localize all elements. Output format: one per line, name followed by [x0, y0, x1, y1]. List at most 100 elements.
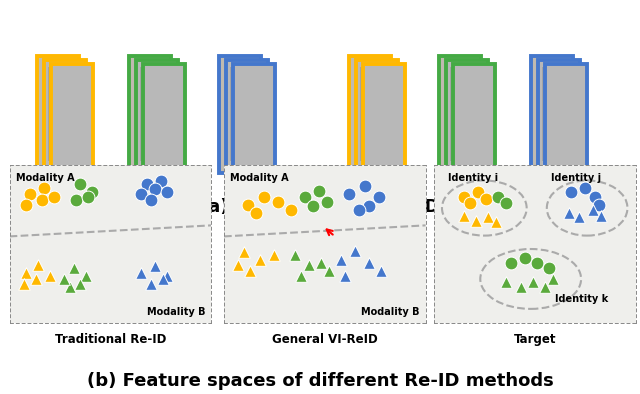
Point	[520, 255, 530, 262]
Point	[83, 194, 93, 200]
Point	[548, 276, 558, 282]
Point	[150, 186, 160, 192]
Point	[87, 189, 97, 195]
Point	[527, 279, 538, 285]
Point	[594, 202, 604, 208]
Point	[233, 262, 243, 268]
Point	[300, 194, 310, 200]
Bar	[538, 60, 580, 177]
Point	[20, 269, 31, 276]
Point	[336, 257, 346, 263]
Point	[49, 194, 59, 200]
Text: Identity i: Identity i	[448, 173, 498, 183]
Point	[501, 279, 511, 285]
Point	[39, 184, 49, 191]
Point	[540, 284, 550, 290]
Bar	[230, 67, 250, 161]
Point	[162, 189, 172, 195]
Point	[596, 213, 606, 219]
Point	[515, 284, 525, 290]
Bar	[44, 60, 86, 177]
Point	[590, 194, 600, 200]
Point	[36, 197, 47, 203]
Point	[465, 200, 476, 206]
Bar	[360, 67, 381, 161]
Point	[374, 194, 385, 200]
Point	[459, 213, 469, 219]
Bar	[545, 64, 587, 181]
Bar	[129, 56, 171, 173]
Text: Modality A: Modality A	[15, 173, 74, 183]
Point	[75, 281, 85, 287]
Point	[285, 206, 296, 213]
Point	[33, 262, 43, 268]
Point	[303, 262, 314, 268]
Point	[344, 191, 354, 197]
Bar	[446, 60, 488, 177]
Point	[136, 191, 146, 197]
Bar	[226, 60, 268, 177]
Point	[239, 249, 250, 255]
Text: (a) Examples of VI-ReID: (a) Examples of VI-ReID	[200, 199, 440, 216]
Point	[150, 263, 160, 269]
Bar	[363, 64, 405, 181]
Point	[69, 265, 79, 271]
Bar	[143, 64, 185, 181]
Point	[473, 189, 483, 195]
Point	[566, 189, 576, 195]
Bar	[47, 67, 68, 161]
Point	[59, 276, 69, 282]
Point	[322, 199, 332, 205]
Point	[588, 206, 598, 213]
Point	[492, 219, 502, 225]
Point	[273, 199, 284, 205]
Point	[146, 281, 156, 287]
Point	[245, 268, 255, 274]
Point	[81, 273, 92, 279]
Bar	[51, 64, 93, 181]
Point	[308, 203, 318, 210]
Point	[544, 265, 554, 271]
Point	[146, 197, 156, 203]
Point	[493, 194, 504, 200]
Text: Modality B: Modality B	[361, 307, 420, 317]
Point	[65, 284, 76, 290]
Text: Identity j: Identity j	[551, 173, 601, 183]
Bar	[140, 67, 161, 161]
Point	[364, 203, 374, 210]
Text: General VI-ReID: General VI-ReID	[272, 333, 378, 346]
Point	[360, 183, 370, 189]
Bar	[233, 64, 275, 181]
Bar	[449, 67, 470, 161]
Point	[564, 210, 574, 216]
Point	[481, 195, 492, 202]
Point	[350, 247, 360, 254]
Text: (b) Feature spaces of different Re-ID methods: (b) Feature spaces of different Re-ID me…	[86, 372, 554, 390]
Point	[162, 273, 172, 279]
Bar	[439, 56, 481, 173]
Point	[364, 260, 374, 266]
Bar	[356, 60, 398, 177]
Point	[506, 260, 516, 266]
Point	[75, 181, 85, 188]
Point	[532, 260, 542, 266]
Text: Target: Target	[513, 333, 556, 346]
Point	[156, 178, 166, 184]
Point	[20, 202, 31, 208]
Point	[314, 188, 324, 194]
Bar	[531, 56, 573, 173]
Point	[296, 273, 306, 279]
Point	[289, 252, 300, 258]
Point	[251, 210, 261, 216]
Point	[45, 273, 55, 279]
Point	[71, 197, 81, 203]
Bar	[541, 67, 563, 161]
Point	[157, 276, 168, 282]
Bar	[453, 64, 495, 181]
Point	[255, 257, 266, 263]
Point	[459, 194, 469, 200]
Point	[471, 217, 481, 224]
Bar	[349, 56, 391, 173]
Text: Modality B: Modality B	[147, 307, 205, 317]
Point	[31, 276, 41, 282]
